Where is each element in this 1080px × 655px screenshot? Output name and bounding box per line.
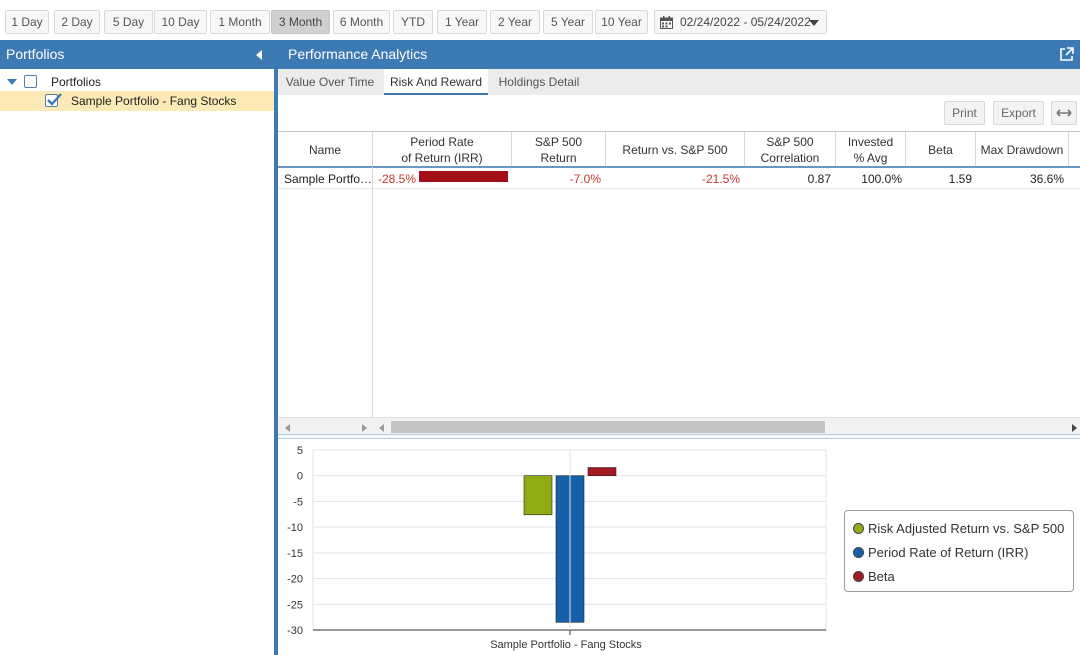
panel-splitter[interactable] — [274, 40, 278, 655]
chart-legend: Risk Adjusted Return vs. S&P 500 Period R… — [844, 510, 1074, 592]
print-button[interactable]: Print — [944, 101, 985, 125]
row-divider — [278, 188, 1080, 189]
cell-return-vs-sp500: -21.5% — [701, 172, 740, 186]
range-button-6-month[interactable]: 6 Month — [333, 10, 390, 34]
legend-label: Period Rate of Return (IRR) — [868, 545, 1029, 560]
tab-risk-and-reward[interactable]: Risk And Reward — [384, 69, 488, 95]
col-header-name[interactable]: Name — [278, 132, 373, 167]
range-button-5-year[interactable]: 5 Year — [543, 10, 593, 34]
risk-reward-grid: Name Period Rate of Return (IRR) S&P 500… — [278, 131, 1080, 435]
y-tick-label: -25 — [287, 599, 303, 611]
tree-item-sample-portfolio[interactable]: Sample Portfolio - Fang Stocks — [0, 91, 274, 111]
range-button-10-day[interactable]: 10 Day — [154, 10, 207, 34]
cell-correlation: 0.87 — [807, 172, 831, 186]
tab-value-over-time[interactable]: Value Over Time — [285, 75, 375, 89]
legend-item[interactable]: Risk Adjusted Return vs. S&P 500 — [853, 519, 1064, 539]
y-tick-label: -20 — [287, 574, 303, 586]
cell-max-drawdown: 36.6% — [1029, 172, 1064, 186]
resize-horizontal-icon — [1056, 109, 1072, 117]
y-tick-label: -10 — [287, 522, 303, 534]
tab-holdings-detail[interactable]: Holdings Detail — [498, 75, 580, 89]
irr-bar — [419, 171, 508, 182]
range-button-5-day[interactable]: 5 Day — [104, 10, 153, 34]
chevron-down-icon — [809, 20, 819, 26]
analytics-header: Performance Analytics — [278, 40, 1080, 69]
scroll-thumb[interactable] — [391, 421, 825, 433]
legend-label: Beta — [868, 569, 895, 584]
scroll-right-icon[interactable] — [1072, 424, 1077, 432]
scroll-right-icon[interactable] — [362, 424, 367, 432]
tree-item-label: Sample Portfolio - Fang Stocks — [71, 94, 237, 108]
y-tick-label: 0 — [297, 471, 303, 483]
col-header-irr[interactable]: Period Rate of Return (IRR) — [373, 132, 512, 167]
range-button-1-month[interactable]: 1 Month — [210, 10, 270, 34]
popout-icon[interactable] — [1059, 47, 1074, 62]
portfolios-panel: Portfolios Portfolios Sample Portfolio -… — [0, 40, 274, 655]
performance-analytics-panel: Performance Analytics Value Over Time Ri… — [278, 40, 1080, 655]
range-button-2-year[interactable]: 2 Year — [490, 10, 540, 34]
cell-irr: -28.5% — [378, 172, 417, 186]
col-header-correlation[interactable]: S&P 500 Correlation — [745, 132, 836, 167]
range-button-3-month[interactable]: 3 Month — [271, 10, 330, 34]
chart-splitter[interactable] — [278, 434, 1080, 439]
calendar-icon — [660, 16, 673, 29]
range-button-1-year[interactable]: 1 Year — [437, 10, 487, 34]
tree-root-label: Portfolios — [51, 75, 102, 89]
col-header-sp500-return[interactable]: S&P 500 Return — [512, 132, 606, 167]
range-button-2-day[interactable]: 2 Day — [54, 10, 100, 34]
frozen-column-divider — [372, 167, 373, 435]
y-tick-label: -15 — [287, 548, 303, 560]
x-category-label: Sample Portfolio - Fang Stocks — [490, 639, 642, 651]
col-header-beta[interactable]: Beta — [906, 132, 976, 167]
horizontal-scrollbar[interactable] — [278, 417, 1080, 435]
scroll-left-icon[interactable] — [379, 424, 384, 432]
header-divider — [278, 166, 1080, 168]
date-range-text: 02/24/2022 - 05/24/2022 — [680, 15, 811, 29]
panel-title: Portfolios — [6, 46, 65, 62]
y-tick-label: -30 — [287, 625, 303, 637]
cell-beta: 1.59 — [948, 172, 972, 186]
legend-item[interactable]: Period Rate of Return (IRR) — [853, 543, 1028, 563]
legend-label: Risk Adjusted Return vs. S&P 500 — [868, 521, 1065, 536]
scroll-left-icon[interactable] — [285, 424, 290, 432]
y-tick-label: -5 — [293, 496, 303, 508]
cell-invested-avg: 100.0% — [861, 172, 902, 186]
y-tick-label: 5 — [297, 445, 303, 457]
range-button-1-day[interactable]: 1 Day — [5, 10, 49, 34]
expand-caret-icon[interactable] — [7, 79, 17, 85]
panel-title: Performance Analytics — [288, 46, 428, 62]
collapse-left-icon[interactable] — [256, 50, 262, 60]
cell-sp500-return: -7.0% — [569, 172, 601, 186]
range-toolbar: 1 Day 2 Day 5 Day 10 Day 1 Month 3 Month 6 Mon… — [0, 0, 1080, 40]
legend-swatch — [853, 523, 864, 534]
tree-root-row[interactable]: Portfolios — [0, 72, 274, 92]
legend-item[interactable]: Beta — [853, 567, 895, 587]
portfolios-panel-header: Portfolios — [0, 40, 274, 69]
portfolio-checkbox[interactable] — [45, 93, 62, 107]
root-checkbox[interactable] — [24, 75, 37, 88]
col-header-return-vs-sp500[interactable]: Return vs. S&P 500 — [606, 132, 745, 167]
cell-name: Sample Portfo… — [284, 172, 373, 186]
legend-swatch — [853, 571, 864, 582]
date-range-dropdown[interactable]: 02/24/2022 - 05/24/2022 — [654, 10, 827, 34]
range-button-ytd[interactable]: YTD — [393, 10, 433, 34]
check-icon — [47, 93, 62, 106]
legend-swatch — [853, 547, 864, 558]
col-header-max-drawdown[interactable]: Max Drawdown — [976, 132, 1069, 167]
export-button[interactable]: Export — [993, 101, 1044, 125]
tab-bar: Value Over Time Risk And Reward Holdings… — [278, 69, 1080, 95]
col-header-invested-avg[interactable]: Invested % Avg — [836, 132, 906, 167]
range-button-10-year[interactable]: 10 Year — [595, 10, 648, 34]
risk-reward-chart: 5 0 -5 -10 -15 -20 -25 -30 Sample Portfolio - F… — [287, 445, 827, 651]
bar-risk-adjusted-return-vs-s-p-500[interactable] — [523, 475, 553, 516]
bar-beta[interactable] — [587, 467, 617, 477]
fit-columns-button[interactable] — [1051, 101, 1077, 125]
